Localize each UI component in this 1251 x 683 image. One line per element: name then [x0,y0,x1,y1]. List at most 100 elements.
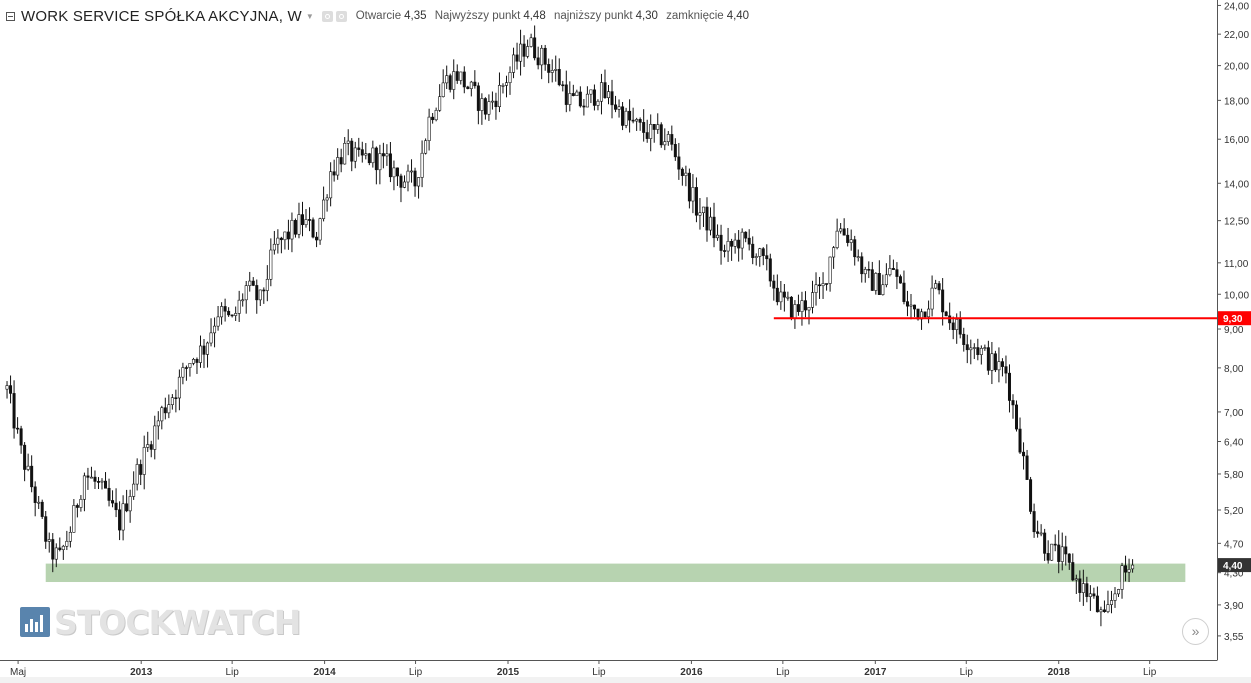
candle-body [353,147,357,162]
symbol-title[interactable]: WORK SERVICE SPÓŁKA AKCYJNA, W [21,7,302,25]
candle-body [364,153,368,156]
candle-body [1011,400,1015,406]
candle-body [33,486,37,503]
settings-icon[interactable] [321,10,333,22]
candle-body [585,93,589,108]
candle-body [744,231,748,239]
collapse-icon[interactable] [6,11,15,21]
candle-body [37,501,41,504]
low-label: najniższy punkt [553,10,633,22]
candle-body [96,481,100,483]
candle-body [719,234,723,251]
candle-body [969,347,973,351]
candle-body [19,428,23,446]
candle-body [1057,544,1061,562]
ohlc-values: Otwarcie 4,35 Najwyższy punkt 4,48 najniżs… [356,10,754,22]
candle-body [779,291,783,303]
current-price-badge [1218,558,1251,573]
candle-body [1074,578,1078,581]
candle-body [835,230,839,248]
candle-body [666,134,670,142]
candle-body [575,91,579,97]
candle-body [497,85,501,108]
scroll-to-realtime-button[interactable]: » [1182,618,1209,645]
candle-body [1067,553,1071,563]
candle-body [825,283,829,285]
candle-body [455,71,459,81]
candle-body [135,464,139,485]
x-tick-label: Lip [960,667,974,678]
hide-icon[interactable] [335,10,347,22]
candle-body [476,85,480,111]
candle-body [596,100,600,106]
candle-body [930,287,934,310]
candle-body [304,219,308,226]
y-tick-label: 22,00 [1224,30,1249,41]
candle-body [606,91,610,99]
candle-body [286,231,290,240]
candle-body [522,43,526,57]
candle-body [1078,578,1082,593]
candle-body [111,500,115,504]
candle-body [1064,546,1068,555]
candle-body [550,70,554,73]
candle-body [279,237,283,241]
candle-body [628,110,632,121]
candle-body [870,269,874,291]
candle-body [737,239,741,249]
candle-body [874,273,878,291]
candle-body [803,300,807,311]
candle-body [388,153,392,178]
candle-body [1007,372,1011,401]
candle-body [329,171,333,199]
candle-body [1085,583,1089,597]
candle-body [311,219,315,238]
candle-body [951,322,955,330]
candle-body [121,503,125,531]
candle-body [561,84,565,87]
candle-body [814,284,818,293]
candle-body [438,96,442,111]
candle-body [392,167,396,178]
candle-body [149,444,153,450]
candle-body [128,496,132,512]
x-tick-label: 2013 [130,667,153,678]
candle-body [490,100,494,103]
candle-body [251,280,255,286]
support-zone [45,563,1186,583]
y-tick-label: 24,00 [1224,1,1249,12]
candle-body [434,109,438,121]
candle-body [867,269,871,271]
candle-body [944,311,948,317]
candle-body [9,385,13,394]
candle-body [624,110,628,126]
low-value: 4,30 [635,10,658,22]
candle-body [754,256,758,258]
candle-body [983,347,987,349]
x-tick-label: Lip [776,667,790,678]
stockwatch-watermark: STOCKWATCH [20,603,301,642]
candle-body [768,258,772,282]
candle-body [965,344,969,351]
candle-body [979,347,983,355]
candle-body [308,219,312,221]
candle-body [1088,593,1092,597]
candle-body [1117,589,1121,595]
candle-body [160,407,164,422]
candle-body [1102,609,1106,613]
candle-body [406,170,410,183]
candle-body [1032,511,1036,533]
candle-body [557,69,561,86]
x-tick-label: 2015 [497,667,520,678]
candle-body [1025,455,1029,480]
candle-body [902,282,906,302]
candle-body [72,505,76,533]
candle-body [772,280,776,289]
candle-body [26,465,30,470]
caret-down-icon[interactable]: ▼ [305,11,314,21]
candle-body [385,153,389,157]
candle-body [272,243,276,251]
y-tick-label: 16,00 [1224,135,1249,146]
candle-body [782,291,786,298]
